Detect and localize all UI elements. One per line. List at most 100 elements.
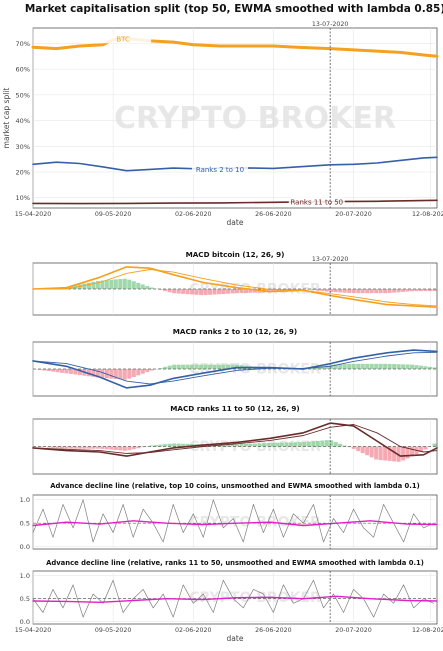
histogram-bar <box>279 442 284 447</box>
series-line-0 <box>32 499 435 543</box>
histogram-bar <box>149 287 154 289</box>
y-tick-label: 10% <box>16 194 30 202</box>
histogram-bar <box>176 289 181 294</box>
histogram-bar <box>383 363 388 369</box>
histogram-bar <box>329 440 334 447</box>
series-label: Ranks 11 to 50 <box>290 199 343 207</box>
x-tick-label: 09-05-2020 <box>95 211 132 218</box>
histogram-bar <box>212 289 217 295</box>
histogram-bar <box>252 443 257 447</box>
histogram-bar <box>113 446 118 451</box>
histogram-bar <box>172 289 177 294</box>
panel-4: Advance decline line (relative, top 10 c… <box>20 482 438 551</box>
histogram-bar <box>401 446 406 461</box>
panel-1: MACD bitcoin (12, 26, 9)CRYPTO BROKER13-… <box>32 250 438 316</box>
histogram-bar <box>208 444 213 447</box>
histogram-bar <box>158 289 163 290</box>
x-tick-label: 20-07-2020 <box>335 627 372 634</box>
histogram-bar <box>329 364 334 369</box>
histogram-bar <box>185 364 190 369</box>
histogram-bar <box>387 289 392 293</box>
histogram-bar <box>167 443 172 447</box>
y-axis-label: market cap split <box>2 88 11 149</box>
histogram-bar <box>365 289 370 294</box>
histogram-bar <box>185 443 190 447</box>
histogram-bar <box>167 289 172 293</box>
histogram-bar <box>360 363 365 369</box>
histogram-bar <box>410 446 415 457</box>
histogram-bar <box>149 369 154 371</box>
event-date-label: 13-07-2020 <box>312 256 349 263</box>
histogram-bar <box>55 446 60 449</box>
histogram-bar <box>347 363 352 369</box>
histogram-bar <box>86 369 91 377</box>
histogram-bar <box>333 442 338 447</box>
histogram-bar <box>86 282 91 289</box>
panel-title: MACD ranks 2 to 10 (12, 26, 9) <box>173 327 297 336</box>
histogram-bar <box>275 442 280 447</box>
series-line-1 <box>32 269 438 307</box>
histogram-bar <box>68 286 73 289</box>
x-tick-label: 02-06-2020 <box>175 627 212 634</box>
histogram-bar <box>351 446 356 449</box>
y-tick-label: 70% <box>16 40 30 48</box>
panel-2: MACD ranks 2 to 10 (12, 26, 9)CRYPTO BRO… <box>32 327 438 397</box>
histogram-bar <box>270 442 275 447</box>
x-axis-label: date <box>227 634 244 643</box>
histogram-bar <box>46 369 51 372</box>
histogram-bar <box>163 289 168 292</box>
watermark: CRYPTO BROKER <box>114 101 396 136</box>
histogram-bar <box>221 289 226 294</box>
histogram-bar <box>338 289 343 293</box>
y-tick-label: 30% <box>16 143 30 151</box>
histogram-bar <box>82 283 87 289</box>
histogram-bar <box>383 289 388 294</box>
histogram-bar <box>320 366 325 369</box>
panel-title: Advance decline line (relative, ranks 11… <box>46 559 424 567</box>
histogram-bar <box>230 444 235 447</box>
histogram-bar <box>68 369 73 374</box>
histogram-bar <box>333 364 338 369</box>
histogram-bar <box>356 289 361 294</box>
histogram-bar <box>86 446 91 449</box>
histogram-bar <box>401 289 406 292</box>
histogram-bar <box>428 289 433 292</box>
histogram-bar <box>432 443 437 447</box>
histogram-bar <box>104 446 109 450</box>
histogram-bar <box>127 279 132 289</box>
histogram-bar <box>293 289 298 290</box>
histogram-bar <box>342 445 347 447</box>
histogram-bar <box>100 369 105 378</box>
histogram-bar <box>185 289 190 295</box>
histogram-bar <box>50 369 55 372</box>
x-tick-label: 02-06-2020 <box>175 211 212 218</box>
histogram-bar <box>68 446 73 449</box>
histogram-bar <box>360 289 365 294</box>
x-axis-label: date <box>227 218 244 227</box>
histogram-bar <box>252 289 257 293</box>
histogram-bar <box>432 367 437 369</box>
histogram-bar <box>127 446 132 451</box>
histogram-bar <box>127 369 132 379</box>
plot-area <box>32 27 438 209</box>
histogram-bar <box>100 280 105 289</box>
panel-5: Advance decline line (relative, ranks 11… <box>15 559 443 643</box>
histogram-bar <box>176 443 181 447</box>
histogram-bar <box>118 369 123 380</box>
histogram-bar <box>410 289 415 292</box>
histogram-bar <box>100 446 105 449</box>
histogram-bar <box>181 364 186 369</box>
histogram-bar <box>122 446 127 451</box>
series-line-0 <box>32 422 438 457</box>
histogram-bar <box>392 289 397 293</box>
histogram-bar <box>104 369 109 379</box>
histogram-bar <box>235 289 240 294</box>
histogram-bar <box>288 442 293 447</box>
histogram-bar <box>369 289 374 294</box>
histogram-bar <box>351 363 356 369</box>
histogram-bar <box>374 363 379 369</box>
histogram-bar <box>423 289 428 292</box>
histogram-bar <box>320 289 325 292</box>
histogram-bar <box>320 440 325 447</box>
